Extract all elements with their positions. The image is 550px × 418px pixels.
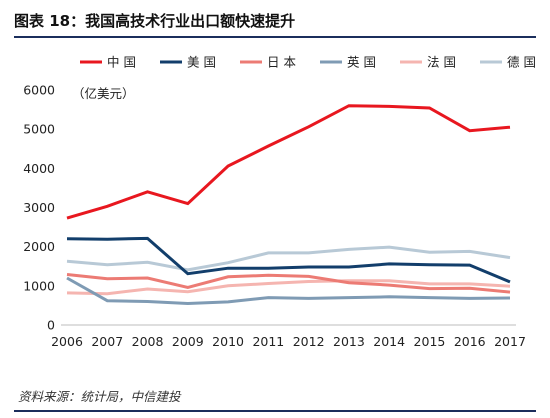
x-tick-label: 2011 xyxy=(252,334,284,349)
y-tick-label: 0 xyxy=(47,318,55,333)
x-tick-label: 2008 xyxy=(132,334,164,349)
chart-title: 图表 18：我国高技术行业出口额快速提升 xyxy=(14,12,296,30)
x-tick-label: 2010 xyxy=(212,334,244,349)
bottom-rule xyxy=(14,410,536,412)
series-line-3 xyxy=(66,276,511,306)
line-chart: 中 国 美 国 日 本 英 国 法 国 德 国 （亿美元） 0 1000 2000 3000 4000… xyxy=(23,55,536,350)
x-tick-label: 2017 xyxy=(494,334,526,349)
y-tick-label: 3000 xyxy=(23,200,55,215)
legend-label-0: 中 国 xyxy=(107,55,136,70)
y-tick-label: 1000 xyxy=(23,278,55,293)
y-axis-unit: （亿美元） xyxy=(72,86,135,101)
series-line-2 xyxy=(66,273,511,294)
title-bar: 图表 18：我国高技术行业出口额快速提升 xyxy=(14,6,536,38)
x-tick-label: 2007 xyxy=(91,334,123,349)
x-tick-label: 2009 xyxy=(172,334,204,349)
x-tick-label: 2015 xyxy=(414,334,446,349)
x-tick-label: 2012 xyxy=(293,334,325,349)
x-tick-label: 2006 xyxy=(51,334,83,349)
x-tick-label: 2016 xyxy=(454,334,486,349)
y-tick-label: 5000 xyxy=(23,122,55,137)
y-tick-label: 4000 xyxy=(23,161,55,176)
legend-label-1: 美 国 xyxy=(187,55,216,70)
series-line-1 xyxy=(66,236,511,284)
source-note: 资料来源：统计局，中信建投 xyxy=(18,389,181,404)
y-tick-label: 6000 xyxy=(23,83,55,98)
series-line-5 xyxy=(66,245,511,272)
y-tick-label: 2000 xyxy=(23,239,55,254)
x-tick-label: 2013 xyxy=(333,334,365,349)
x-tick-label: 2014 xyxy=(373,334,405,349)
legend-label-5: 德 国 xyxy=(507,55,536,70)
series-line-4 xyxy=(66,279,511,296)
legend-label-3: 英 国 xyxy=(347,55,376,70)
series-line-0 xyxy=(66,104,511,220)
legend-label-2: 日 本 xyxy=(267,55,296,70)
legend-label-4: 法 国 xyxy=(427,55,456,70)
